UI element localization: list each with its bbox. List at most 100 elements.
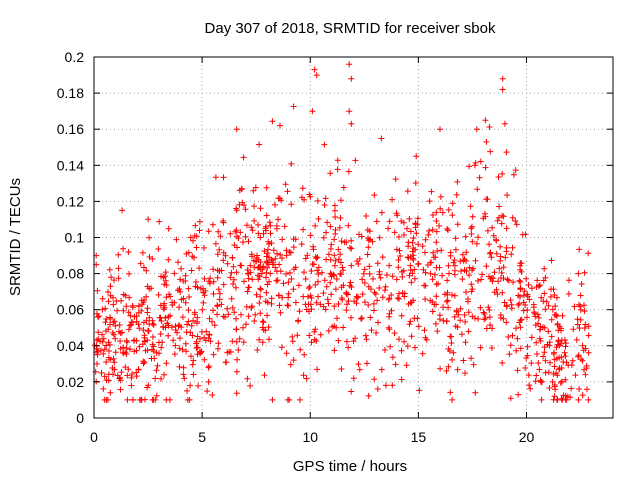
data-point: [327, 170, 334, 177]
data-point: [205, 228, 212, 235]
data-point: [426, 227, 432, 234]
data-point: [344, 301, 350, 308]
data-point: [372, 291, 379, 298]
data-point: [238, 262, 245, 269]
data-point: [272, 201, 278, 208]
data-point: [220, 218, 227, 224]
data-point: [541, 349, 548, 356]
data-point: [286, 396, 293, 403]
data-point: [378, 209, 385, 216]
data-point: [535, 360, 542, 366]
data-point: [312, 222, 319, 229]
data-point: [262, 327, 269, 334]
data-point: [327, 279, 334, 286]
data-point: [579, 357, 586, 364]
data-point: [470, 265, 477, 272]
data-point: [102, 305, 109, 312]
data-point: [153, 392, 160, 399]
data-point: [445, 206, 452, 213]
data-point: [461, 256, 468, 263]
data-point: [578, 281, 585, 287]
data-point: [483, 138, 490, 145]
data-point: [178, 265, 185, 272]
data-point: [115, 275, 122, 282]
data-point: [257, 259, 264, 266]
data-point: [457, 305, 464, 312]
data-point: [469, 238, 476, 245]
data-point: [375, 319, 381, 326]
data-point: [120, 349, 126, 356]
data-point: [315, 278, 321, 285]
data-point: [540, 277, 547, 284]
data-point: [275, 195, 282, 202]
data-point: [487, 322, 494, 328]
data-point: [340, 324, 347, 331]
data-point: [301, 269, 307, 276]
data-point: [338, 295, 345, 301]
data-point: [289, 338, 296, 345]
data-point: [321, 202, 328, 208]
data-point: [122, 364, 129, 371]
data-point: [138, 396, 145, 403]
data-point: [445, 262, 452, 269]
data-point: [229, 338, 236, 345]
data-point: [443, 298, 450, 305]
data-point: [517, 278, 524, 285]
data-point: [315, 215, 322, 222]
data-point: [538, 396, 545, 403]
data-point: [448, 333, 455, 340]
data-point: [327, 270, 334, 277]
data-point: [432, 320, 439, 327]
data-point: [242, 206, 249, 213]
data-point: [378, 366, 385, 373]
data-point: [468, 225, 475, 232]
data-point: [323, 283, 330, 290]
data-point: [346, 61, 353, 68]
data-point: [514, 367, 521, 374]
data-point: [235, 347, 242, 353]
data-point: [433, 239, 440, 246]
data-point: [307, 232, 314, 239]
data-point: [362, 299, 368, 306]
data-point: [385, 324, 392, 331]
data-point: [498, 269, 505, 276]
data-point: [524, 352, 531, 359]
data-point: [97, 347, 104, 354]
data-point: [429, 276, 436, 283]
data-point: [359, 291, 366, 298]
data-point: [425, 231, 432, 238]
data-point: [105, 298, 112, 305]
data-point: [503, 149, 510, 156]
data-point: [306, 191, 313, 198]
data-point: [389, 382, 396, 389]
data-point: [463, 289, 470, 296]
data-point: [355, 361, 362, 368]
data-point: [513, 221, 520, 228]
data-point: [197, 349, 204, 356]
data-point: [140, 360, 147, 367]
data-point: [507, 395, 514, 402]
data-point: [210, 266, 217, 273]
data-point: [312, 281, 319, 288]
data-point: [524, 314, 530, 321]
data-point: [202, 337, 209, 344]
data-point: [480, 309, 487, 316]
data-point: [398, 347, 405, 354]
data-point: [485, 304, 492, 311]
plot-frame: [93, 56, 614, 419]
data-point: [475, 234, 482, 241]
data-point: [216, 246, 223, 253]
data-point: [560, 392, 567, 399]
data-point: [343, 307, 350, 314]
data-point: [483, 263, 490, 270]
data-point: [497, 312, 504, 318]
data-point: [507, 342, 514, 349]
data-point: [115, 265, 122, 272]
data-point: [337, 215, 344, 221]
data-point: [310, 243, 317, 250]
data-point: [285, 302, 292, 309]
data-point: [185, 249, 192, 256]
data-point: [286, 249, 293, 255]
data-point: [462, 233, 469, 240]
data-point: [411, 266, 418, 273]
